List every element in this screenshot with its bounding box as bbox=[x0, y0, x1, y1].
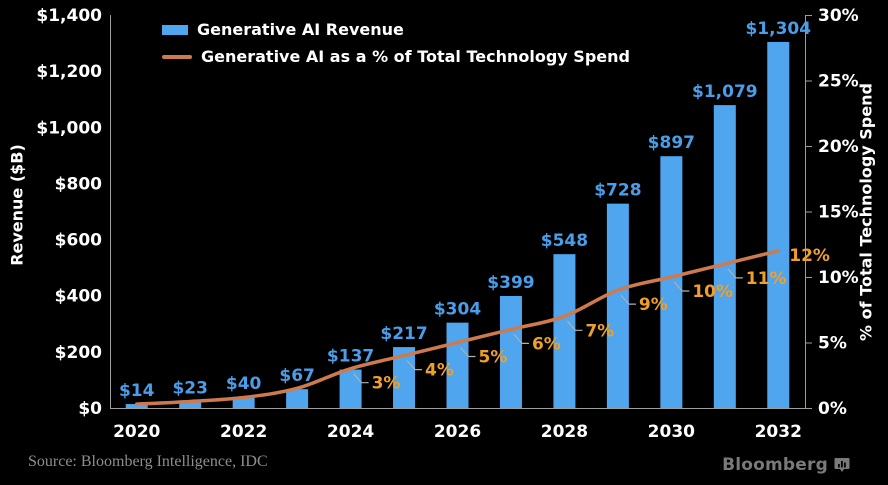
right-axis-tick-label: 10% bbox=[818, 268, 859, 288]
bloomberg-logo: Bloomberg bbox=[722, 455, 850, 475]
line-point-label: 7% bbox=[585, 321, 614, 341]
x-axis-tick-label: 2026 bbox=[434, 422, 481, 442]
line-point-label: 6% bbox=[532, 334, 561, 354]
x-axis-tick-label: 2022 bbox=[220, 422, 267, 442]
left-axis-tick-label: $1,200 bbox=[36, 62, 102, 82]
line-point-label: 9% bbox=[639, 295, 668, 315]
label-leader-line bbox=[566, 320, 583, 331]
bar-value-label: $14 bbox=[119, 381, 155, 401]
bar bbox=[232, 396, 255, 408]
bar bbox=[499, 295, 522, 408]
bar-value-label: $304 bbox=[434, 300, 481, 320]
line-point-label: 11% bbox=[746, 269, 787, 289]
right-axis-tick-label: 30% bbox=[818, 6, 859, 26]
bar bbox=[339, 369, 362, 408]
bloomberg-wordmark: Bloomberg bbox=[722, 455, 828, 475]
percent-line bbox=[134, 249, 781, 406]
legend-label-percent: Generative AI as a % of Total Technology… bbox=[201, 47, 630, 66]
label-leader-line bbox=[727, 268, 743, 279]
bar-value-label: $217 bbox=[380, 324, 427, 344]
right-axis-tick-label: 20% bbox=[818, 137, 859, 157]
line-point-label: 5% bbox=[479, 348, 508, 368]
x-axis-tick-label: 2020 bbox=[113, 422, 160, 442]
label-leader-line bbox=[406, 360, 423, 371]
bar-value-label: $897 bbox=[648, 133, 695, 153]
legend-item-revenue: Generative AI Revenue bbox=[162, 20, 630, 39]
bar bbox=[393, 347, 416, 408]
right-axis-title: % of Total Technology Spend bbox=[856, 83, 876, 341]
x-axis-tick-label: 2028 bbox=[541, 422, 588, 442]
left-axis-tick-label: $1,000 bbox=[36, 118, 102, 138]
left-axis-tick-label: $600 bbox=[55, 231, 102, 251]
bar bbox=[553, 254, 576, 408]
line-point-label: 3% bbox=[372, 374, 401, 394]
left-axis-tick-label: $800 bbox=[55, 174, 102, 194]
label-leader-line bbox=[353, 373, 369, 384]
bar-value-label: $1,304 bbox=[745, 19, 811, 39]
left-axis-tick-label: $400 bbox=[55, 287, 102, 307]
bar bbox=[713, 105, 736, 408]
bar bbox=[179, 401, 202, 408]
source-attribution: Source: Bloomberg Intelligence, IDC bbox=[28, 453, 268, 470]
left-axis-tick-label: $0 bbox=[78, 399, 102, 419]
bar-value-label: $40 bbox=[226, 374, 262, 394]
line-point-label: 4% bbox=[425, 361, 454, 381]
label-leader-line bbox=[620, 294, 636, 305]
right-axis-tick-label: 25% bbox=[818, 72, 859, 92]
legend-item-percent: Generative AI as a % of Total Technology… bbox=[162, 47, 630, 66]
right-axis-tick-label: 15% bbox=[818, 203, 859, 223]
right-axis-tick-label: 0% bbox=[818, 399, 847, 419]
bar bbox=[125, 404, 148, 408]
bar-value-label: $23 bbox=[172, 379, 208, 399]
x-axis-tick-label: 2030 bbox=[648, 422, 695, 442]
line-point-label: 12% bbox=[789, 246, 830, 266]
line-swatch-icon bbox=[162, 54, 192, 59]
bar bbox=[660, 156, 683, 408]
right-axis-tick-label: 5% bbox=[818, 334, 847, 354]
chart-speech-bubble-icon bbox=[834, 458, 850, 472]
bar-value-label: $728 bbox=[594, 181, 641, 201]
left-axis-title: Revenue ($B) bbox=[7, 144, 27, 266]
bar bbox=[767, 41, 790, 408]
left-axis-tick-label: $1,400 bbox=[36, 6, 102, 26]
bar bbox=[286, 389, 309, 408]
legend: Generative AI Revenue Generative AI as a… bbox=[162, 20, 630, 74]
legend-label-revenue: Generative AI Revenue bbox=[197, 20, 404, 39]
bar-value-label: $548 bbox=[541, 231, 588, 251]
bar-value-label: $137 bbox=[327, 347, 374, 367]
x-axis-tick-label: 2024 bbox=[327, 422, 374, 442]
bar-value-label: $399 bbox=[487, 273, 534, 293]
label-leader-line bbox=[673, 281, 690, 292]
left-axis-tick-label: $200 bbox=[55, 343, 102, 363]
bar-swatch-icon bbox=[162, 24, 188, 35]
bar-value-label: $1,079 bbox=[692, 82, 758, 102]
label-leader-line bbox=[460, 347, 476, 358]
bar-value-label: $67 bbox=[279, 366, 315, 386]
x-axis-tick-label: 2032 bbox=[755, 422, 802, 442]
label-leader-line bbox=[513, 334, 529, 344]
line-point-label: 10% bbox=[692, 282, 733, 302]
bar bbox=[606, 203, 629, 408]
